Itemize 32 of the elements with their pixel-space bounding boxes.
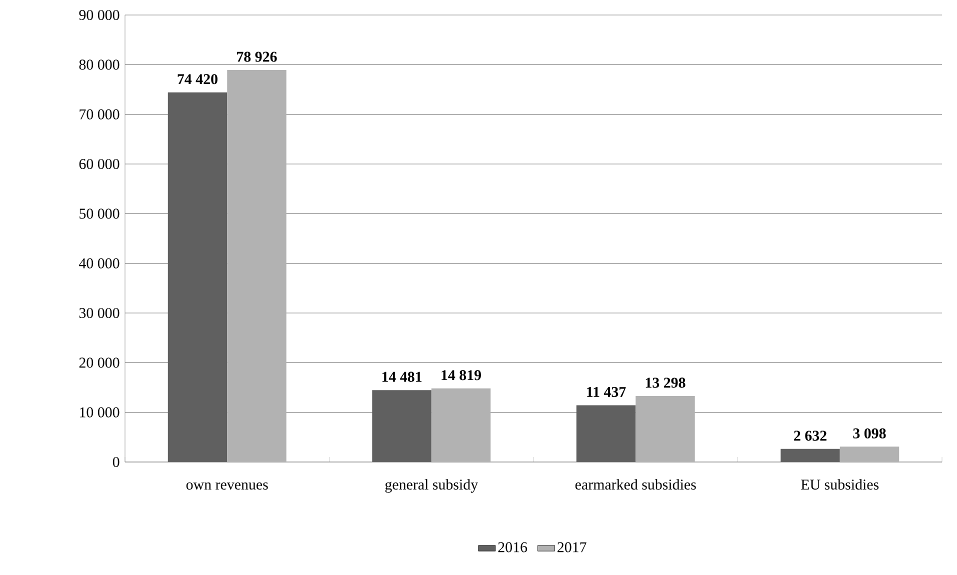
bar — [168, 92, 228, 462]
x-tick-label: earmarked subsidies — [575, 479, 696, 490]
data-label: 13 298 — [646, 378, 686, 388]
x-tick-label: EU subsidies — [801, 479, 879, 490]
legend-label: 2016 — [498, 542, 528, 552]
bar — [636, 396, 695, 462]
y-tick-label: 10 000 — [80, 407, 120, 418]
y-tick-label: 40 000 — [79, 258, 120, 268]
y-tick-label: 30 000 — [79, 308, 120, 318]
y-tick-label: 60 000 — [79, 158, 120, 170]
x-tick-label: own revenues — [186, 482, 268, 490]
y-tick-label: 20 000 — [79, 358, 120, 368]
data-label: 11 437 — [587, 386, 626, 397]
y-tick-label: 0 — [112, 456, 120, 468]
bar — [576, 405, 636, 462]
data-label: 3 098 — [853, 428, 886, 438]
y-tick-label: 90 000 — [79, 10, 120, 20]
y-tick-label: 70 000 — [80, 109, 120, 120]
bar — [372, 390, 432, 462]
y-tick-label: 50 000 — [80, 208, 120, 219]
legend-label: 2017 — [558, 542, 586, 552]
bar — [227, 70, 286, 462]
x-tick-label: general subsidy — [385, 479, 478, 493]
data-label: 14 481 — [382, 372, 422, 382]
data-label: 74 420 — [178, 74, 218, 84]
data-label: 2 632 — [794, 430, 826, 441]
bar — [780, 448, 840, 462]
data-label: 14 819 — [442, 370, 481, 380]
bar — [840, 446, 900, 462]
y-tick-label: 80 000 — [79, 60, 120, 70]
bar — [431, 388, 491, 462]
data-label: 78 926 — [237, 52, 277, 62]
